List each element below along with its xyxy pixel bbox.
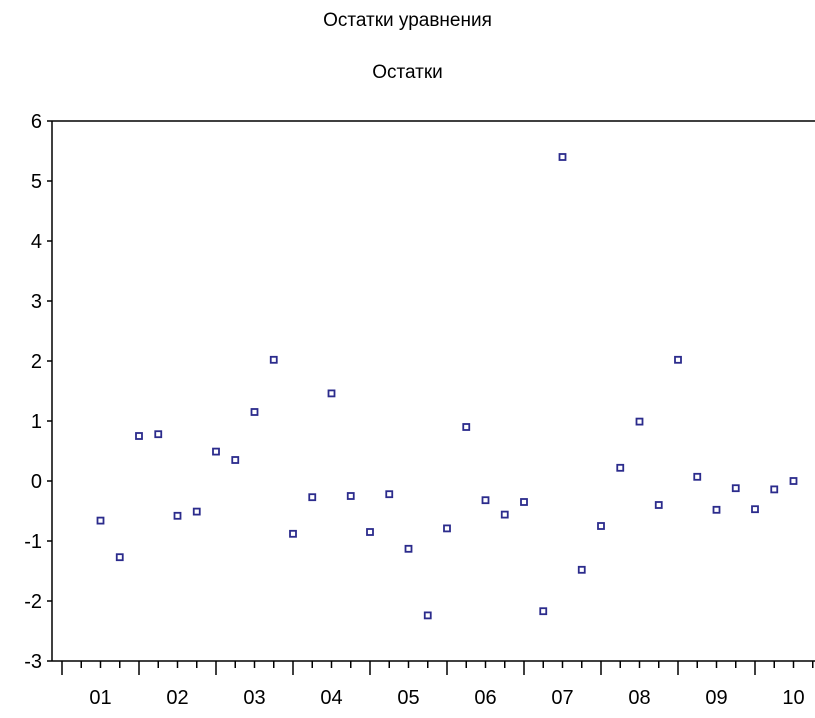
data-point — [616, 463, 625, 472]
y-tick-label: 5 — [31, 171, 42, 193]
data-point — [654, 501, 663, 509]
chart-title: Остатки уравнения — [323, 10, 492, 31]
data-point — [674, 355, 682, 364]
data-point — [385, 490, 394, 499]
data-point — [423, 611, 432, 620]
data-point — [712, 505, 721, 514]
y-axis-ticks: 6 5 4 3 2 1 0 -1 -2 -3 — [24, 111, 52, 673]
x-tick-label: 09 — [705, 687, 727, 709]
data-point — [577, 565, 586, 574]
data-point — [212, 447, 220, 456]
data-point — [500, 510, 509, 519]
data-point — [481, 496, 490, 505]
data-points — [96, 153, 798, 620]
chart-subtitle: Остатки — [372, 62, 443, 83]
x-tick-label: 06 — [474, 687, 496, 709]
data-point — [366, 528, 374, 536]
x-tick-label: 02 — [166, 687, 188, 709]
data-point — [308, 493, 317, 502]
data-point — [135, 432, 143, 440]
data-point — [443, 524, 451, 533]
data-point — [250, 408, 259, 416]
data-point — [597, 522, 605, 530]
data-point — [404, 544, 413, 553]
x-tick-label: 08 — [628, 687, 650, 709]
data-point — [96, 516, 105, 525]
y-tick-label: -1 — [24, 531, 42, 553]
x-tick-label: 10 — [782, 687, 804, 709]
data-point — [520, 498, 528, 506]
data-point — [731, 484, 740, 493]
data-point — [770, 485, 779, 494]
data-point — [693, 472, 702, 481]
data-point — [751, 505, 759, 514]
data-point — [115, 553, 124, 562]
y-tick-label: -2 — [24, 591, 42, 613]
data-point — [558, 153, 567, 161]
data-point — [154, 430, 163, 439]
y-tick-label: -3 — [24, 651, 42, 673]
data-point — [231, 456, 240, 464]
x-axis-ticks: 01 02 03 04 05 06 07 08 09 10 — [61, 661, 814, 709]
axes — [51, 120, 815, 662]
y-tick-label: 0 — [31, 471, 42, 493]
y-tick-label: 6 — [31, 111, 42, 133]
x-tick-label: 04 — [320, 687, 342, 709]
data-point — [269, 355, 278, 364]
data-point — [192, 507, 201, 516]
y-tick-label: 4 — [31, 231, 42, 253]
x-tick-label: 07 — [551, 687, 573, 709]
data-point — [635, 417, 644, 426]
data-point — [539, 607, 548, 616]
y-tick-label: 1 — [31, 411, 42, 433]
data-point — [327, 389, 336, 398]
data-point — [462, 423, 471, 431]
x-tick-label: 03 — [243, 687, 265, 709]
data-point — [289, 529, 297, 538]
y-tick-label: 3 — [31, 291, 42, 313]
x-tick-label: 05 — [397, 687, 419, 709]
data-point — [789, 477, 798, 485]
y-tick-label: 2 — [31, 351, 42, 373]
data-point — [346, 492, 355, 500]
x-tick-label: 01 — [89, 687, 111, 709]
data-point — [173, 511, 182, 520]
